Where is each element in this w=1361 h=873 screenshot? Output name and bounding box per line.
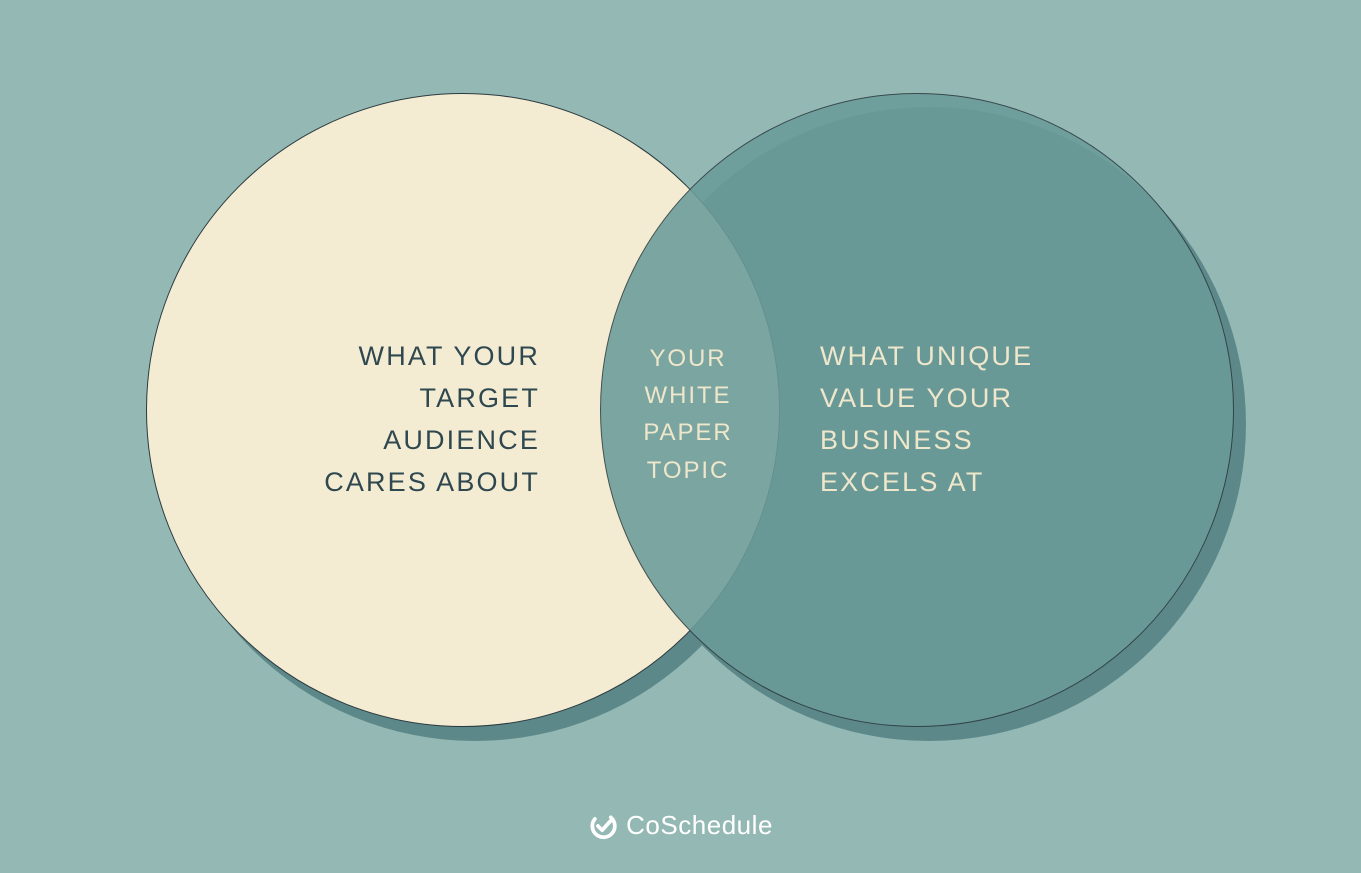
venn-right-label: WHAT UNIQUEVALUE YOURBUSINESSEXCELS AT bbox=[820, 336, 1140, 503]
brand-logo: CoSchedule bbox=[588, 810, 773, 841]
coschedule-icon bbox=[588, 811, 618, 841]
venn-intersection-label: YOURWHITEPAPERTOPIC bbox=[613, 340, 763, 489]
venn-left-label: WHAT YOURTARGETAUDIENCECARES ABOUT bbox=[240, 336, 540, 503]
brand-name: CoSchedule bbox=[626, 810, 773, 841]
infographic-canvas: WHAT YOURTARGETAUDIENCECARES ABOUT YOURW… bbox=[0, 0, 1361, 873]
